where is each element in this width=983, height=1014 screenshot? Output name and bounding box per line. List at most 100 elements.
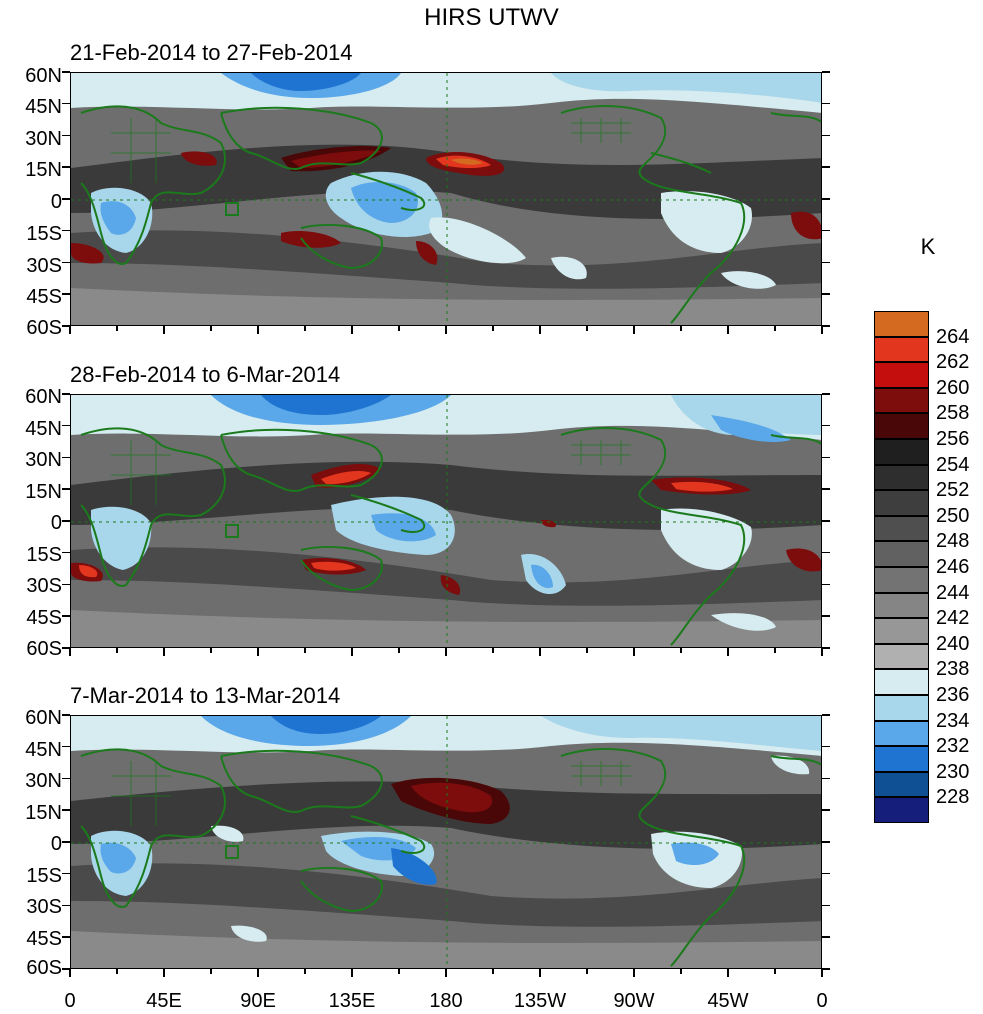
lat-tick — [62, 166, 70, 168]
lon-tick — [69, 969, 71, 977]
lon-tick — [774, 326, 776, 331]
lat-tick — [822, 583, 830, 585]
lon-tick — [774, 648, 776, 653]
lon-tick — [539, 326, 541, 334]
colorbar-swatch — [874, 464, 929, 491]
lon-tick — [633, 326, 635, 334]
lon-tick — [492, 648, 494, 653]
lon-label: 45W — [707, 990, 749, 1012]
lat-label: 45S — [26, 928, 62, 950]
panel-1-field — [71, 73, 821, 325]
lat-tick — [62, 456, 70, 458]
colorbar-swatch — [874, 515, 929, 542]
colorbar-label: 262 — [936, 351, 970, 374]
lat-label: 15S — [26, 544, 62, 566]
colorbar-unit: K — [920, 234, 936, 259]
colorbar-swatch — [874, 643, 929, 670]
figure-title: HIRS UTWV — [424, 4, 559, 31]
lat-label: 60N — [25, 65, 62, 87]
lon-tick — [163, 648, 165, 656]
lat-label: 45N — [25, 418, 62, 440]
lon-tick — [210, 969, 212, 974]
lon-label: 180 — [429, 990, 463, 1012]
colorbar-label: 246 — [936, 556, 970, 578]
lat-tick — [62, 872, 70, 875]
colorbar-label: 248 — [936, 530, 970, 553]
lat-tick — [822, 393, 830, 395]
colorbar-swatch — [874, 592, 929, 619]
colorbar-label: 256 — [936, 428, 970, 450]
colorbar-swatch — [874, 669, 929, 695]
panel-2-title: 28-Feb-2014 to 6-Mar-2014 — [70, 362, 341, 387]
lon-tick — [586, 969, 588, 974]
colorbar-label: 232 — [936, 735, 970, 758]
lat-tick — [62, 229, 70, 232]
lat-tick — [62, 745, 70, 748]
lat-tick — [62, 615, 70, 617]
panel-3-field — [71, 716, 821, 968]
lat-tick — [62, 777, 70, 779]
lon-tick — [680, 969, 682, 974]
lon-tick — [116, 326, 118, 331]
lat-label: 15S — [26, 223, 62, 245]
lon-tick — [351, 648, 353, 656]
colorbar-swatch — [874, 695, 929, 721]
lon-tick — [398, 648, 400, 653]
lat-tick — [822, 102, 830, 105]
lat-tick — [62, 488, 70, 490]
colorbar-label: 252 — [936, 479, 970, 502]
lat-tick — [822, 293, 830, 295]
lat-tick — [62, 520, 70, 522]
lat-label: 30S — [26, 255, 62, 277]
colorbar-label: 238 — [936, 658, 970, 681]
lat-tick — [822, 936, 830, 938]
lon-label: 135W — [513, 990, 567, 1012]
colorbar-swatch — [874, 618, 929, 644]
lat-label: 0 — [50, 191, 62, 213]
lat-label: 60S — [26, 957, 62, 979]
lat-tick — [822, 647, 830, 649]
lat-tick — [822, 714, 830, 716]
lat-label: 30S — [26, 896, 62, 918]
lat-tick — [62, 809, 70, 811]
colorbar-label: 258 — [936, 402, 970, 425]
lat-label: 30N — [25, 128, 62, 150]
colorbar-label: 228 — [936, 786, 970, 809]
lat-tick — [62, 904, 70, 906]
colorbar-swatch — [874, 336, 929, 363]
lat-tick — [62, 325, 70, 327]
panel-2-map — [70, 394, 822, 648]
lat-tick — [62, 841, 70, 843]
lat-label: 30N — [25, 449, 62, 471]
colorbar-swatch — [874, 362, 929, 388]
colorbar-swatch — [874, 746, 929, 772]
colorbar-label: 242 — [936, 607, 970, 630]
colorbar-swatch — [874, 490, 929, 516]
lon-label: 0 — [64, 990, 76, 1012]
lon-tick — [633, 648, 635, 656]
lat-tick — [62, 714, 70, 716]
lat-tick — [822, 551, 830, 554]
colorbar-swatch — [874, 413, 929, 439]
lon-tick — [492, 326, 494, 331]
lat-tick — [822, 488, 830, 490]
panel-3-map — [70, 715, 822, 969]
lat-label: 15N — [25, 159, 62, 181]
lon-tick — [116, 969, 118, 974]
colorbar-label: 250 — [936, 504, 970, 527]
lon-tick — [257, 326, 259, 334]
lat-label: 15N — [25, 802, 62, 824]
colorbar-label: 230 — [936, 760, 970, 783]
lon-tick — [539, 969, 541, 977]
lat-label: 60N — [25, 707, 62, 729]
lon-label: 135E — [328, 990, 376, 1012]
lat-tick — [62, 424, 70, 427]
lon-tick — [821, 648, 823, 656]
lon-tick — [351, 969, 353, 977]
lat-tick — [822, 166, 830, 168]
lat-tick — [822, 872, 830, 875]
lat-label: 0 — [50, 512, 62, 534]
lat-tick — [822, 71, 830, 73]
lat-tick — [822, 325, 830, 327]
lat-tick — [62, 134, 70, 136]
